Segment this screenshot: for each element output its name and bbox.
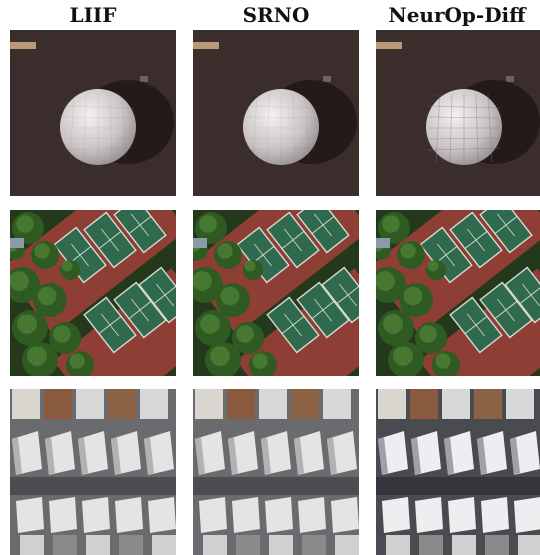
column-header-liif: LIIF bbox=[69, 3, 117, 27]
image-houses-neurop-diff bbox=[376, 389, 540, 555]
image-tennis-courts-neurop-diff bbox=[376, 210, 540, 376]
image-tennis-courts-srno bbox=[193, 210, 359, 376]
image-dome-srno bbox=[193, 30, 359, 196]
column-header-neurop-diff: NeurOp-Diff bbox=[388, 3, 526, 27]
image-dome-neurop-diff bbox=[376, 30, 540, 196]
image-houses-srno bbox=[193, 389, 359, 555]
image-tennis-courts-liif bbox=[10, 210, 176, 376]
column-header-srno: SRNO bbox=[242, 3, 310, 27]
image-dome-liif bbox=[10, 30, 176, 196]
image-houses-liif bbox=[10, 389, 176, 555]
